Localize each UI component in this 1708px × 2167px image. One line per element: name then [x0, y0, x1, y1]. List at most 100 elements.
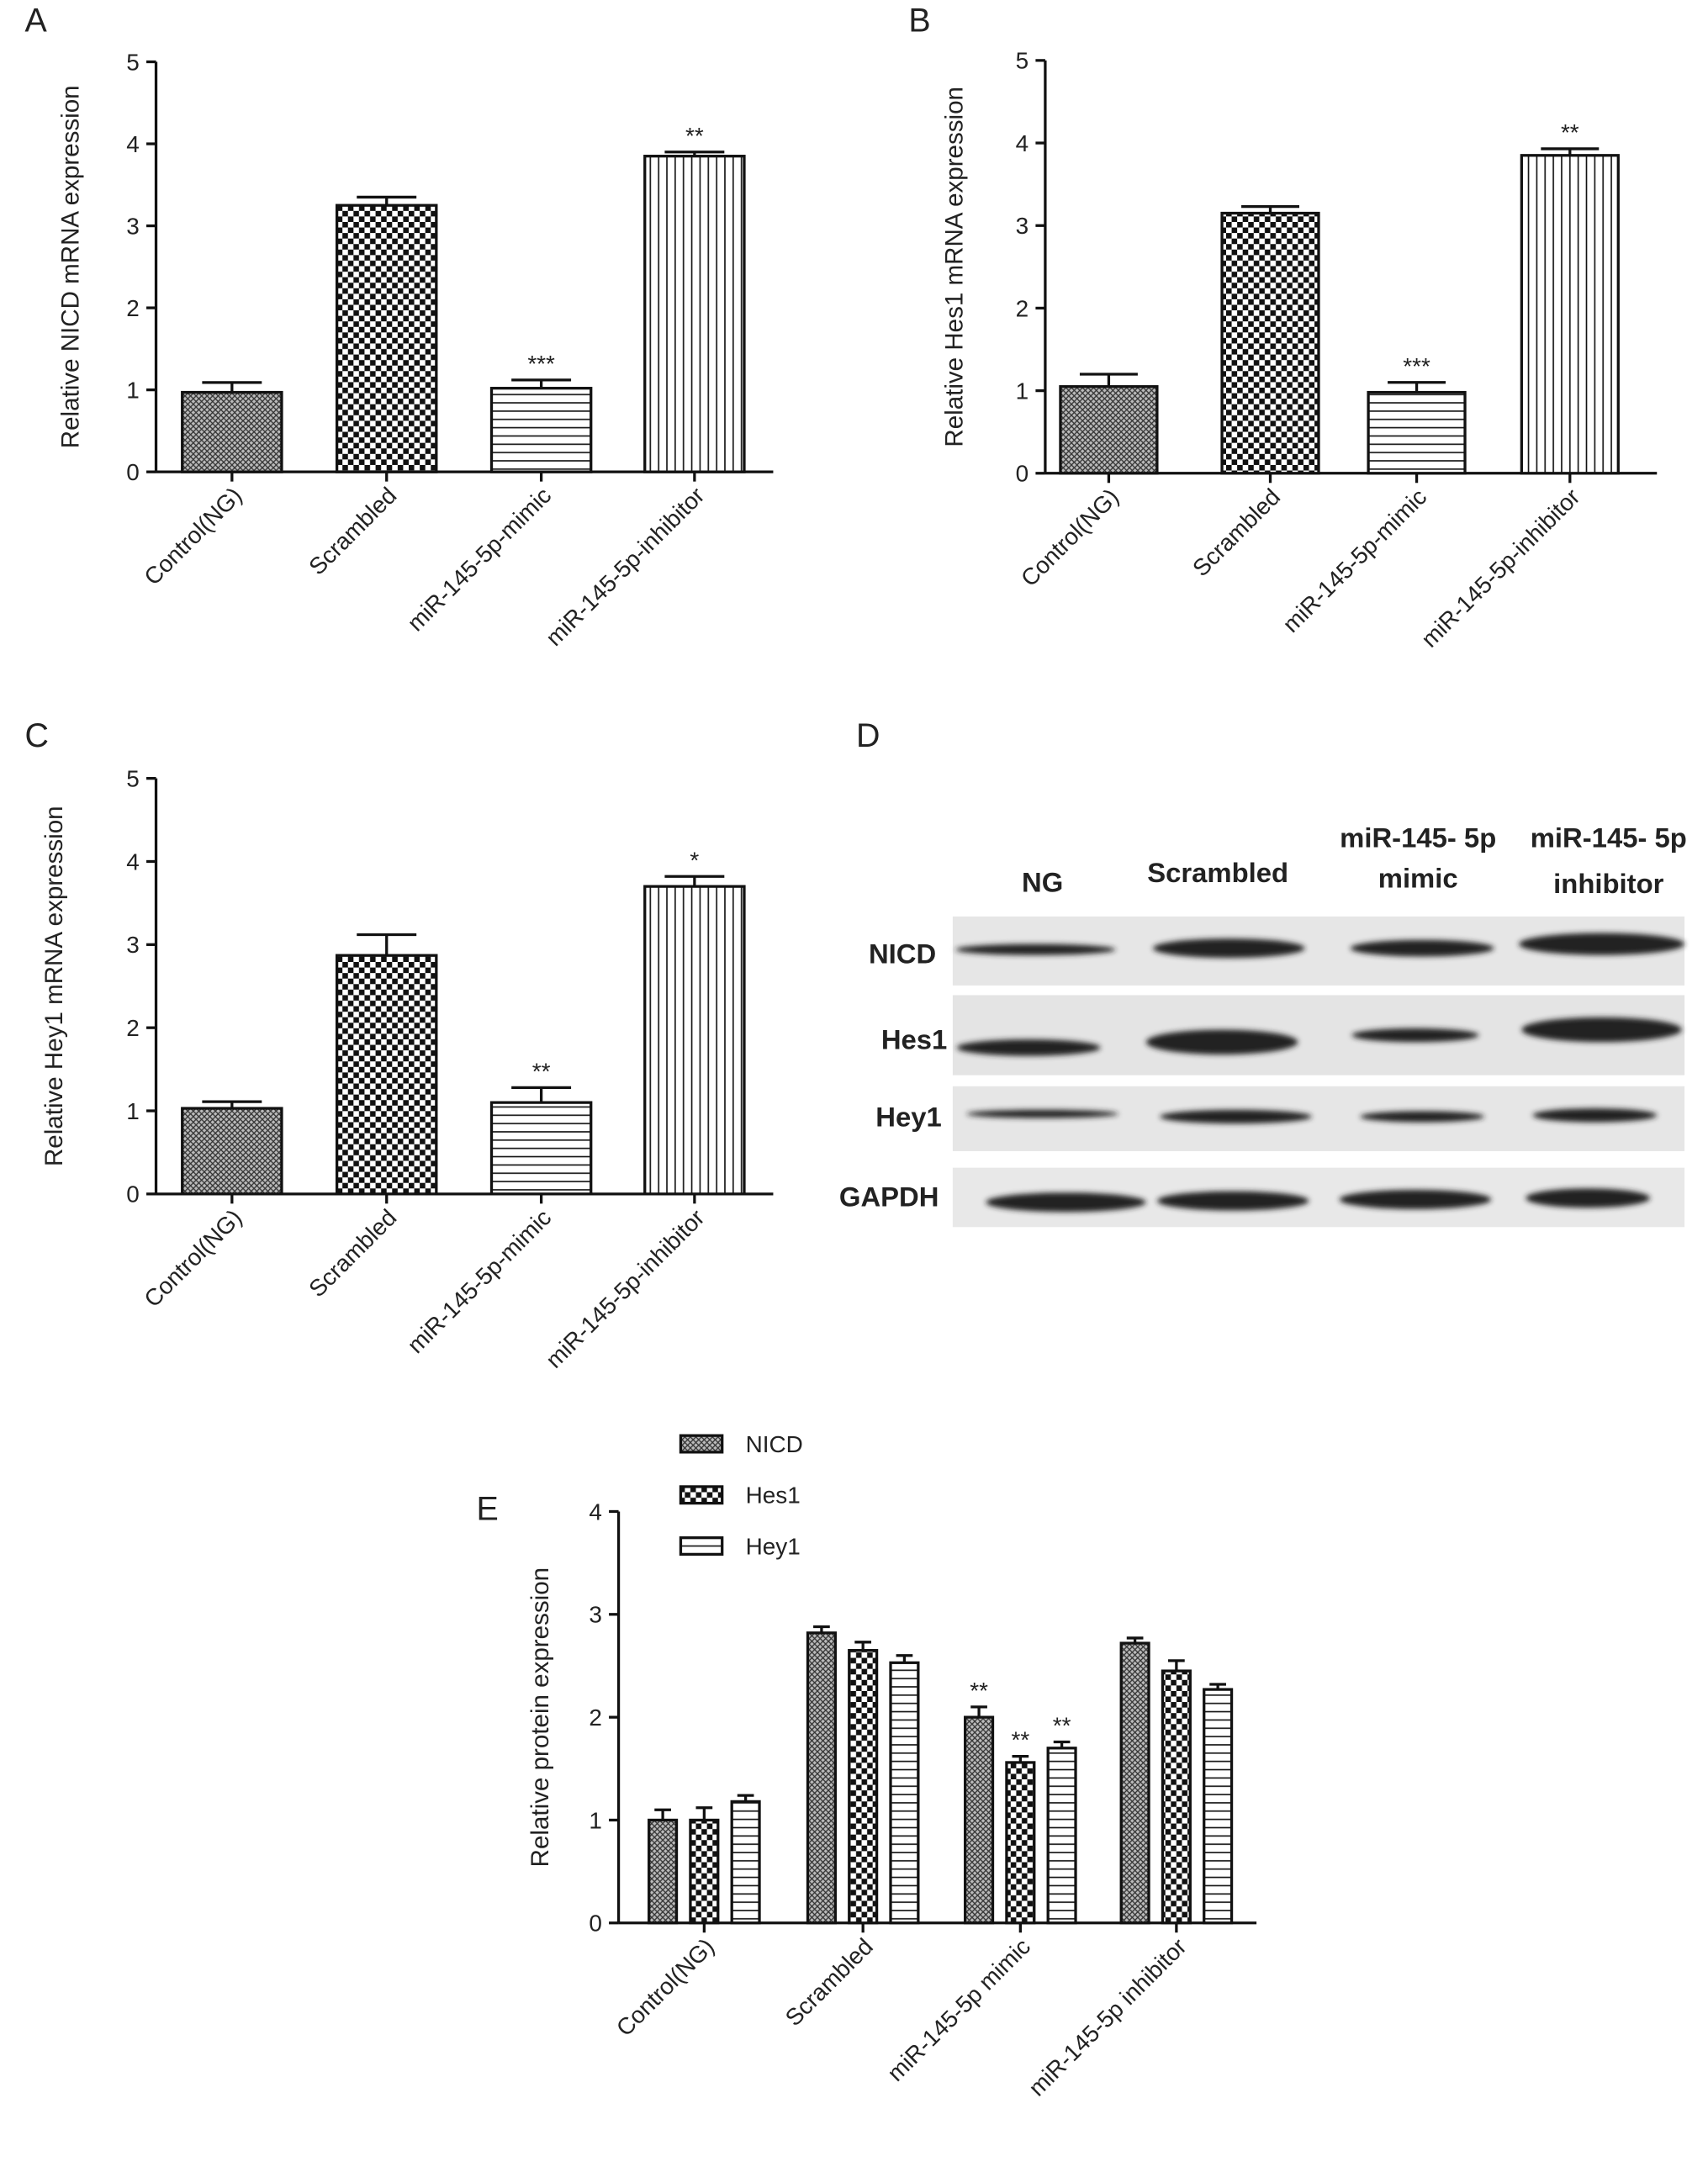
x-tick-label: Control(NG)	[139, 482, 246, 589]
y-tick-label: 2	[126, 295, 140, 321]
bar	[1367, 390, 1467, 475]
y-tick-label: 1	[126, 1098, 140, 1124]
blot-row: Hey1	[875, 1101, 941, 1132]
x-tick-label: miR-145-5p-inhibitor	[541, 1204, 710, 1373]
blot-column: NG	[1022, 866, 1063, 897]
bar	[806, 1631, 837, 1925]
panel-letter: A	[25, 2, 48, 39]
blot-column: miR-145- 5p	[1531, 822, 1687, 854]
bar	[1005, 1761, 1036, 1925]
x-tick-label: miR-145-5p-mimic	[402, 482, 556, 636]
bar	[1161, 1669, 1192, 1925]
x-tick-label: miR-145-5p-inhibitor	[1416, 484, 1585, 653]
y-tick-label: 5	[126, 765, 140, 791]
x-tick-label: Scrambled	[1187, 484, 1285, 581]
x-tick-label: Scrambled	[304, 482, 401, 579]
blot-column: miR-145- 5p	[1340, 822, 1496, 854]
panel-letter: E	[476, 1490, 498, 1527]
y-tick-label: 0	[126, 1181, 140, 1208]
y-axis-label: Relative NICD mRNA expression	[57, 85, 85, 448]
y-tick-label: 1	[126, 377, 140, 403]
y-tick-label: 4	[589, 1498, 602, 1525]
y-tick-label: 4	[126, 848, 140, 875]
bar	[889, 1661, 920, 1925]
y-tick-label: 5	[1016, 48, 1029, 74]
significance: ***	[527, 351, 555, 377]
bar	[1119, 1641, 1150, 1925]
legend-label: Hey1	[746, 1533, 801, 1559]
x-tick-label: miR-145-5p mimic	[882, 1933, 1035, 2086]
blot-row: NICD	[869, 938, 936, 970]
legend-label: Hes1	[746, 1483, 801, 1509]
bar	[181, 390, 283, 473]
y-axis-label: Relative Hes1 mRNA expression	[940, 87, 968, 447]
blot-bands	[955, 933, 1685, 1213]
significance: **	[532, 1058, 551, 1084]
significance: ***	[1403, 353, 1430, 379]
y-tick-label: 0	[126, 459, 140, 485]
x-tick-label: Scrambled	[780, 1933, 878, 2031]
bar	[1220, 211, 1320, 475]
blot-column: Scrambled	[1147, 857, 1288, 888]
blot-column: mimic	[1378, 862, 1458, 893]
blot-row: GAPDH	[839, 1181, 939, 1213]
bar	[689, 1818, 720, 1925]
bar	[648, 1818, 679, 1925]
y-axis-label: Relative protein expression	[526, 1567, 554, 1867]
legend-label: NICD	[746, 1431, 803, 1457]
y-tick-label: 3	[126, 932, 140, 958]
western-blot: D NG Scrambled miR-145- 5p mimic miR-145…	[839, 717, 1687, 1228]
bar	[964, 1715, 995, 1925]
bar	[489, 1101, 593, 1196]
x-tick-label: miR-145-5p-mimic	[1277, 484, 1431, 637]
significance: **	[970, 1678, 988, 1704]
significance: **	[1011, 1727, 1029, 1753]
x-tick-label: miR-145-5p inhibitor	[1023, 1933, 1192, 2101]
y-tick-label: 3	[1016, 213, 1029, 239]
significance: **	[685, 123, 704, 149]
x-tick-label: miR-145-5p-inhibitor	[541, 482, 710, 651]
y-tick-label: 4	[126, 131, 140, 157]
y-axis-label: Relative Hey1 mRNA expression	[40, 806, 68, 1166]
y-tick-label: 1	[589, 1807, 602, 1833]
x-tick-label: Scrambled	[304, 1204, 401, 1302]
bar	[730, 1800, 761, 1925]
bar	[335, 954, 438, 1196]
legend-swatch	[679, 1434, 724, 1454]
significance: **	[1561, 119, 1579, 145]
y-tick-label: 0	[1016, 461, 1029, 487]
y-tick-label: 3	[126, 213, 140, 239]
bar	[848, 1648, 879, 1925]
bar	[643, 155, 746, 473]
bar	[181, 1107, 283, 1196]
panel-letter: C	[25, 717, 49, 754]
significance: **	[1053, 1713, 1071, 1739]
y-tick-label: 2	[1016, 295, 1029, 321]
panel-letter: B	[908, 2, 930, 39]
blot-row: Hes1	[881, 1023, 947, 1054]
bar	[1059, 385, 1159, 475]
x-tick-label: Control(NG)	[611, 1933, 719, 2041]
panel-letter: D	[856, 717, 880, 754]
bar	[1046, 1747, 1077, 1925]
y-tick-label: 2	[589, 1705, 602, 1731]
bar	[335, 203, 438, 473]
y-tick-label: 0	[589, 1911, 602, 1937]
bar	[489, 387, 593, 473]
y-tick-label: 3	[589, 1602, 602, 1628]
y-tick-label: 5	[126, 49, 140, 75]
bar	[1203, 1688, 1234, 1925]
x-tick-label: miR-145-5p-mimic	[402, 1204, 556, 1358]
y-tick-label: 1	[1016, 378, 1029, 404]
x-tick-label: Control(NG)	[139, 1204, 246, 1312]
y-tick-label: 4	[1016, 130, 1029, 156]
y-tick-label: 2	[126, 1015, 140, 1041]
bar	[643, 885, 746, 1196]
legend-swatch	[679, 1485, 724, 1505]
blot-column: inhibitor	[1553, 868, 1664, 899]
x-tick-label: Control(NG)	[1016, 484, 1124, 591]
significance: *	[690, 847, 699, 873]
legend-swatch	[679, 1536, 724, 1557]
bar	[1520, 154, 1620, 475]
